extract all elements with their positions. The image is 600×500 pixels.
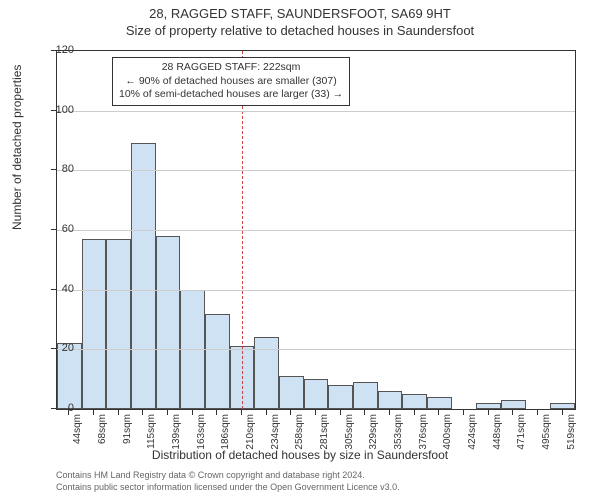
y-tick-mark: [51, 289, 56, 290]
bar: [550, 403, 575, 409]
bar: [279, 376, 304, 409]
x-tick-mark: [364, 410, 365, 415]
x-tick-mark: [167, 410, 168, 415]
y-tick-label: 100: [44, 104, 74, 116]
x-tick-mark: [192, 410, 193, 415]
x-tick-mark: [142, 410, 143, 415]
y-tick-label: 40: [44, 283, 74, 295]
bar: [254, 337, 279, 409]
x-tick-mark: [290, 410, 291, 415]
gridline: [57, 170, 575, 171]
x-tick-mark: [389, 410, 390, 415]
bar: [82, 239, 107, 409]
x-tick-mark: [266, 410, 267, 415]
annotation-line3: 10% of semi-detached houses are larger (…: [119, 88, 343, 102]
y-tick-mark: [51, 50, 56, 51]
bar: [131, 143, 156, 409]
bar: [156, 236, 181, 409]
bar: [328, 385, 353, 409]
annotation-box: 28 RAGGED STAFF: 222sqm ← 90% of detache…: [112, 57, 350, 106]
bar: [476, 403, 501, 409]
y-tick-label: 80: [44, 163, 74, 175]
supertitle: 28, RAGGED STAFF, SAUNDERSFOOT, SA69 9HT: [0, 6, 600, 21]
x-tick-mark: [488, 410, 489, 415]
bar: [378, 391, 403, 409]
x-tick-mark: [340, 410, 341, 415]
gridline: [57, 230, 575, 231]
y-tick-mark: [51, 229, 56, 230]
x-tick-mark: [562, 410, 563, 415]
x-tick-mark: [93, 410, 94, 415]
title-block: 28, RAGGED STAFF, SAUNDERSFOOT, SA69 9HT…: [0, 0, 600, 38]
x-tick-mark: [241, 410, 242, 415]
y-tick-mark: [51, 169, 56, 170]
x-tick-mark: [463, 410, 464, 415]
bar: [106, 239, 131, 409]
x-tick-mark: [512, 410, 513, 415]
x-tick-mark: [216, 410, 217, 415]
annotation-line2: ← 90% of detached houses are smaller (30…: [119, 75, 343, 89]
bar: [402, 394, 427, 409]
gridline: [57, 349, 575, 350]
x-tick-mark: [438, 410, 439, 415]
x-tick-mark: [315, 410, 316, 415]
x-tick-mark: [68, 410, 69, 415]
annotation-line1: 28 RAGGED STAFF: 222sqm: [119, 61, 343, 75]
subtitle: Size of property relative to detached ho…: [0, 23, 600, 38]
y-tick-mark: [51, 110, 56, 111]
x-axis-label: Distribution of detached houses by size …: [0, 448, 600, 462]
y-tick-mark: [51, 408, 56, 409]
y-tick-label: 60: [44, 223, 74, 235]
y-tick-label: 0: [44, 402, 74, 414]
plot-area: 28 RAGGED STAFF: 222sqm ← 90% of detache…: [56, 50, 576, 410]
bar: [501, 400, 526, 409]
y-tick-label: 120: [44, 44, 74, 56]
y-tick-mark: [51, 348, 56, 349]
attribution-line2: Contains public sector information licen…: [56, 482, 400, 494]
chart-container: 28, RAGGED STAFF, SAUNDERSFOOT, SA69 9HT…: [0, 0, 600, 500]
attribution-line1: Contains HM Land Registry data © Crown c…: [56, 470, 400, 482]
x-tick-mark: [118, 410, 119, 415]
bar: [304, 379, 329, 409]
bar: [205, 314, 230, 409]
gridline: [57, 111, 575, 112]
gridline: [57, 290, 575, 291]
y-axis-label: Number of detached properties: [10, 65, 24, 230]
bar: [427, 397, 452, 409]
x-tick-mark: [537, 410, 538, 415]
y-tick-label: 20: [44, 342, 74, 354]
attribution: Contains HM Land Registry data © Crown c…: [56, 470, 400, 493]
x-tick-mark: [414, 410, 415, 415]
bar: [353, 382, 378, 409]
